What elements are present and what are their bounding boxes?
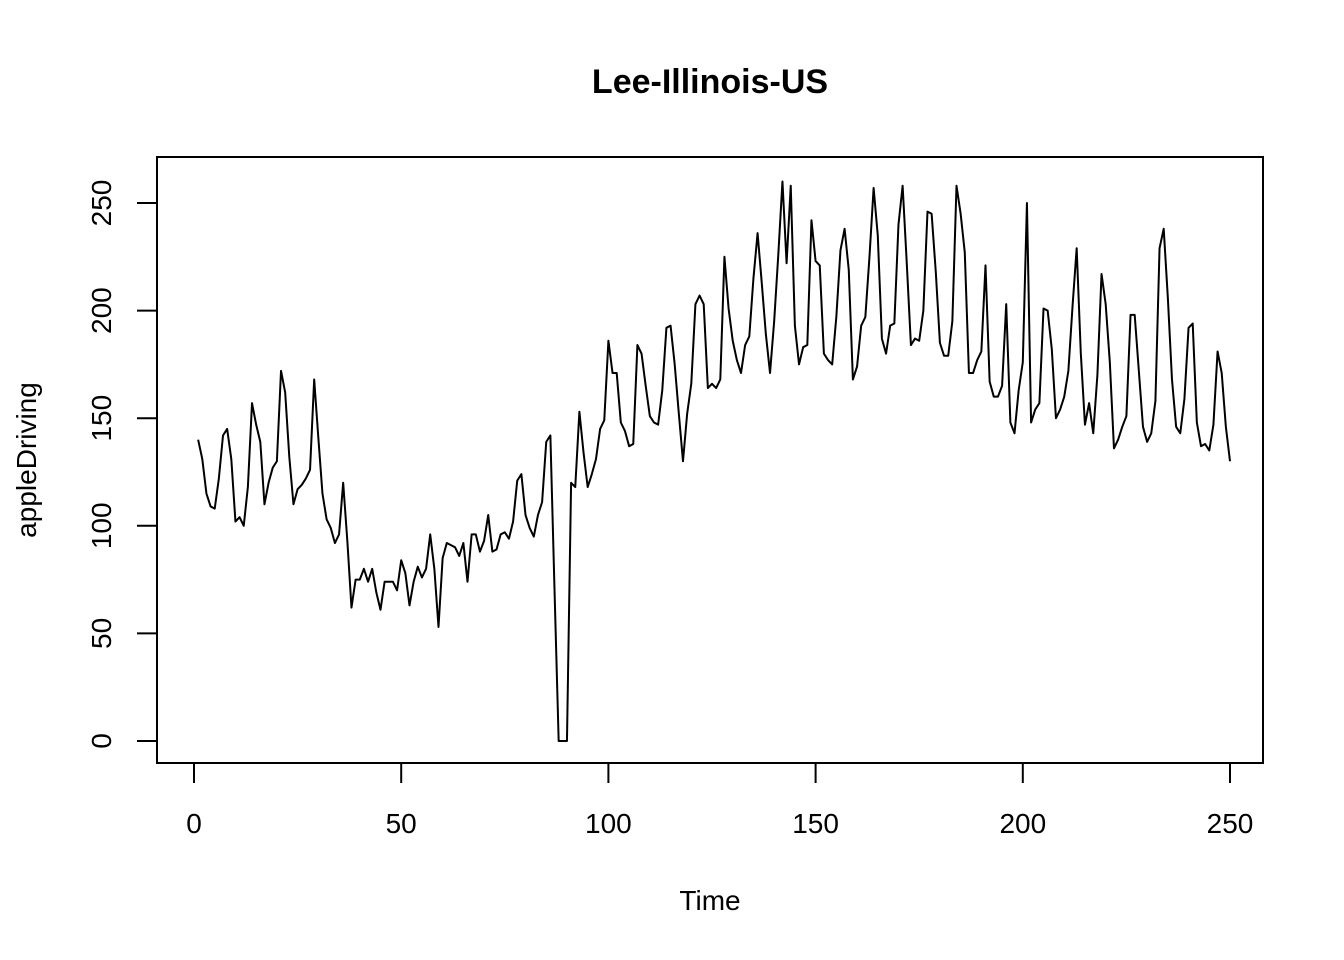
x-axis-label: Time [679,885,740,916]
y-tick-label: 150 [86,395,117,442]
y-tick-label: 50 [86,618,117,649]
series-line [197,180,1231,742]
x-tick-label: 50 [386,808,417,839]
y-tick-label: 250 [86,180,117,227]
chart-title: Lee-Illinois-US [592,63,828,101]
x-tick-label: 100 [585,808,632,839]
y-axis-label: appleDriving [11,382,42,538]
y-tick-label: 0 [86,733,117,749]
x-tick-label: 0 [186,808,202,839]
y-axis: 0 50 100 150 200 250 [86,180,158,749]
x-tick-label: 250 [1207,808,1254,839]
y-tick-label: 100 [86,502,117,549]
plot-frame [156,156,1264,764]
x-axis: 0 50 100 150 200 250 [186,762,1254,839]
y-tick-label: 200 [86,287,117,334]
x-tick-label: 150 [792,808,839,839]
x-tick-label: 200 [999,808,1046,839]
